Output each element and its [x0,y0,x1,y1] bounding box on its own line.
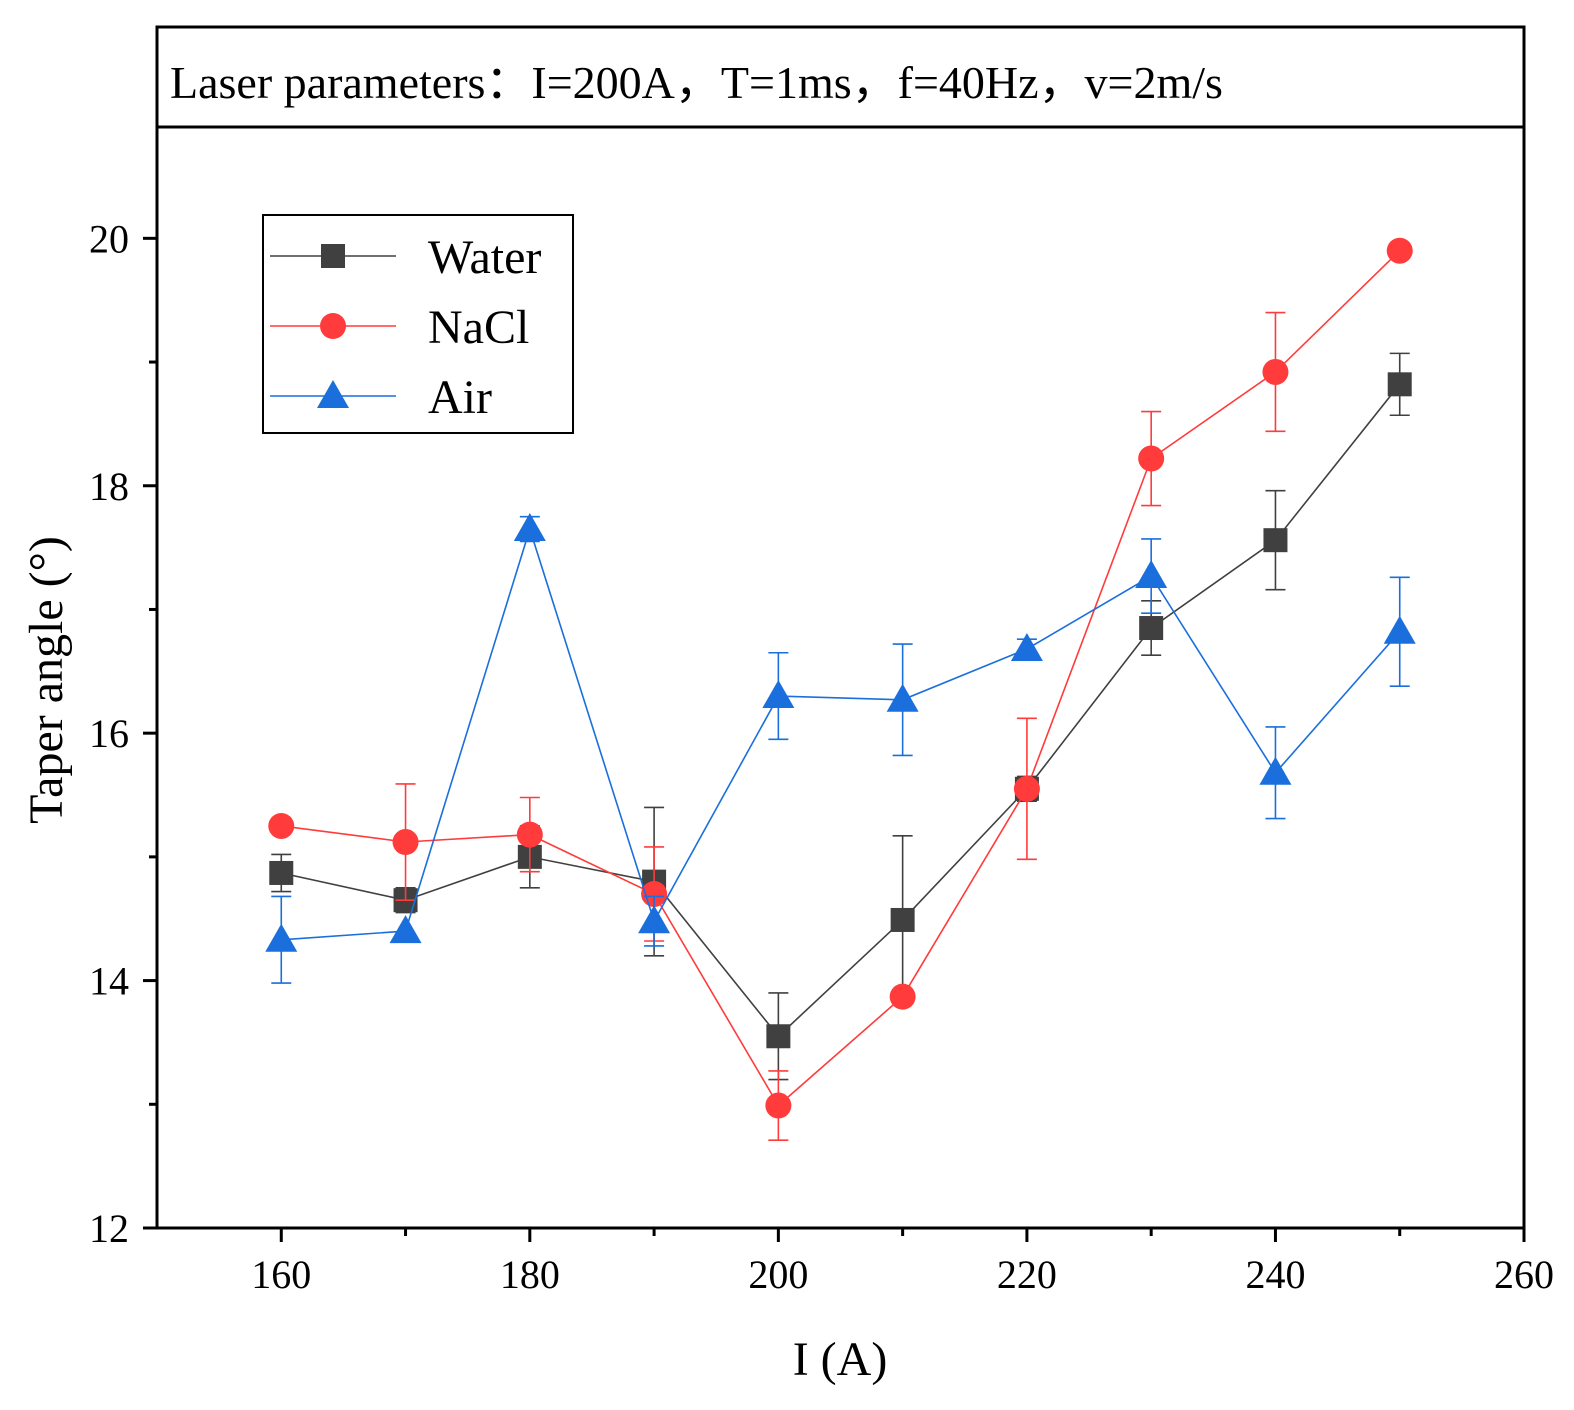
series-nacl [268,237,1413,1141]
legend-marker-nacl [320,313,346,339]
plot-frame [155,125,1526,1230]
point-nacl-200 [765,1092,792,1119]
point-air-230 [1135,560,1168,589]
y-axis-title: Taper angle (°) [20,536,73,824]
point-water-210 [890,907,915,932]
y-tick-label-18: 18 [89,464,129,509]
point-air-190 [638,905,671,934]
x-tick-label-220: 220 [997,1252,1057,1297]
x-tick-label-240: 240 [1245,1252,1305,1297]
series-air [265,513,1416,984]
y-axis: 12 14 16 18 20 [89,216,157,1251]
point-nacl-180 [516,821,543,848]
banner-text: Laser parameters：I=200A，T=1ms，f=40Hz，v=2… [170,57,1223,108]
point-air-220 [1010,633,1043,662]
series-line-nacl [281,250,1401,1107]
point-nacl-220 [1013,775,1040,802]
point-air-160 [265,923,298,952]
point-nacl-170 [392,829,419,856]
y-tick-label-14: 14 [89,959,129,1004]
x-axis-title: I (A) [793,1333,888,1386]
point-air-200 [762,680,795,709]
banner-box [155,25,1526,129]
point-air-180 [513,513,546,542]
point-water-230 [1139,616,1164,641]
point-nacl-210 [889,983,916,1010]
legend-marker-water [321,244,345,268]
point-air-240 [1259,756,1292,785]
x-tick-label-160: 160 [251,1252,311,1297]
legend-marker-air [317,380,349,408]
series-layer [265,237,1416,1141]
y-tick-label-20: 20 [89,216,129,261]
series-line-water [281,383,1401,1038]
x-axis: 160 180 200 220 240 260 [251,1228,1554,1297]
series-line-air [281,526,1401,941]
point-water-250 [1387,372,1412,397]
point-water-240 [1263,528,1288,553]
legend-label-water: Water [428,231,541,284]
point-nacl-160 [268,812,295,839]
point-nacl-230 [1138,445,1165,472]
point-nacl-250 [1386,237,1413,264]
point-air-170 [389,915,422,944]
y-tick-label-12: 12 [89,1206,129,1251]
legend-label-air: Air [428,371,492,424]
point-air-250 [1383,615,1416,644]
x-tick-label-180: 180 [500,1252,560,1297]
x-tick-label-260: 260 [1494,1252,1554,1297]
x-tick-label-200: 200 [748,1252,808,1297]
legend: Water NaCl Air [262,214,574,434]
point-water-160 [269,860,294,885]
y-tick-label-16: 16 [89,711,129,756]
point-water-200 [766,1024,791,1049]
legend-label-nacl: NaCl [428,301,529,354]
point-air-210 [886,683,919,712]
point-nacl-240 [1262,358,1289,385]
